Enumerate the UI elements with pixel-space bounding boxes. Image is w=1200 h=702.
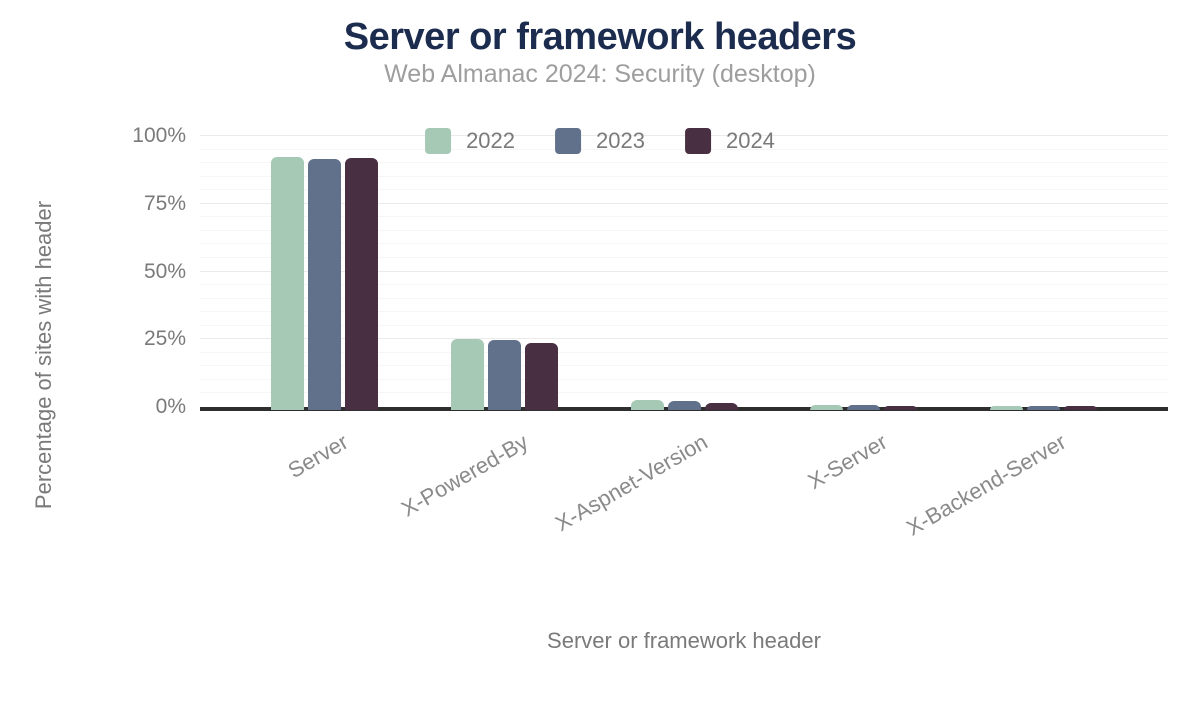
legend: 2022 2023 2024: [425, 128, 775, 154]
minor-gridline: [200, 311, 1168, 313]
minor-gridline: [200, 284, 1168, 286]
y-tick-label: 25%: [143, 327, 186, 351]
bar-server-2024[interactable]: [345, 158, 379, 410]
major-gridline: [200, 202, 1168, 204]
y-tick-label: 75%: [143, 191, 186, 215]
minor-gridline: [200, 216, 1168, 218]
chart-title: Server or framework headers: [343, 16, 857, 58]
minor-gridline: [200, 229, 1168, 231]
plot-area: 0% 25% 50% 75% 100% Server X-Powered-By X-Aspne…: [132, 124, 1168, 541]
major-gridline: [200, 270, 1168, 272]
x-tick-label-x-powered-by: X-Powered-By: [396, 429, 532, 522]
bar-x-server-2023[interactable]: [847, 405, 881, 410]
minor-gridline: [200, 392, 1168, 394]
bar-x-powered-by-2024[interactable]: [524, 342, 558, 410]
minor-gridline: [200, 243, 1168, 245]
legend-label: 2024: [725, 128, 775, 153]
legend-label: 2023: [596, 128, 645, 153]
bar-x-powered-by-2022[interactable]: [450, 338, 484, 410]
minor-gridline: [200, 148, 1168, 150]
legend-item-2024: 2024: [684, 128, 775, 154]
x-tick-label-server: Server: [283, 429, 353, 484]
bar-x-server-2024[interactable]: [884, 405, 918, 410]
bar-group-x-backend-server: [989, 136, 1097, 410]
minor-gridline: [200, 297, 1168, 299]
bar-x-aspnet-version-2022[interactable]: [630, 400, 664, 410]
minor-gridline: [200, 324, 1168, 326]
legend-item-2023: 2023: [555, 128, 645, 154]
bar-x-powered-by-2023[interactable]: [487, 340, 521, 410]
x-tick-label-x-aspnet-version: X-Aspnet-Version: [550, 429, 712, 537]
x-tick-label-x-backend-server: X-Backend-Server: [902, 429, 1071, 541]
y-tick-label: 0%: [155, 395, 186, 418]
minor-gridline: [200, 351, 1168, 353]
bar-group-x-powered-by: [450, 136, 558, 410]
minor-gridline: [200, 378, 1168, 380]
minor-gridline: [200, 365, 1168, 367]
major-gridline: [200, 338, 1168, 340]
x-axis-title: Server or framework header: [547, 628, 821, 653]
legend-swatch-icon: [684, 128, 711, 154]
minor-gridline: [200, 162, 1168, 164]
minor-gridline: [200, 175, 1168, 177]
bar-x-server-2022[interactable]: [810, 405, 844, 410]
y-axis-title: Percentage of sites with header: [31, 200, 56, 510]
bar-server-2022[interactable]: [271, 156, 305, 410]
chart-subtitle: Web Almanac 2024: Security (desktop): [384, 60, 816, 88]
major-gridline: [200, 135, 1168, 136]
minor-gridline: [200, 256, 1168, 258]
bar-x-backend-server-2023[interactable]: [1026, 405, 1060, 410]
x-tick-label-x-server: X-Server: [803, 429, 892, 495]
legend-item-2022: 2022: [425, 128, 515, 154]
bar-x-aspnet-version-2023[interactable]: [667, 400, 701, 410]
minor-gridline: [200, 189, 1168, 191]
bar-x-aspnet-version-2024[interactable]: [704, 403, 738, 410]
bar-server-2023[interactable]: [308, 159, 342, 410]
y-tick-label: 100%: [132, 124, 186, 147]
bar-x-backend-server-2022[interactable]: [989, 405, 1023, 410]
bar-x-backend-server-2024[interactable]: [1063, 405, 1097, 410]
legend-swatch-icon: [555, 128, 582, 154]
legend-label: 2022: [466, 128, 516, 153]
legend-swatch-icon: [425, 128, 452, 154]
bar-group-server: [271, 136, 379, 410]
bar-group-x-aspnet-version: [630, 136, 738, 410]
bar-group-x-server: [810, 136, 918, 410]
y-tick-label: 50%: [143, 259, 186, 283]
